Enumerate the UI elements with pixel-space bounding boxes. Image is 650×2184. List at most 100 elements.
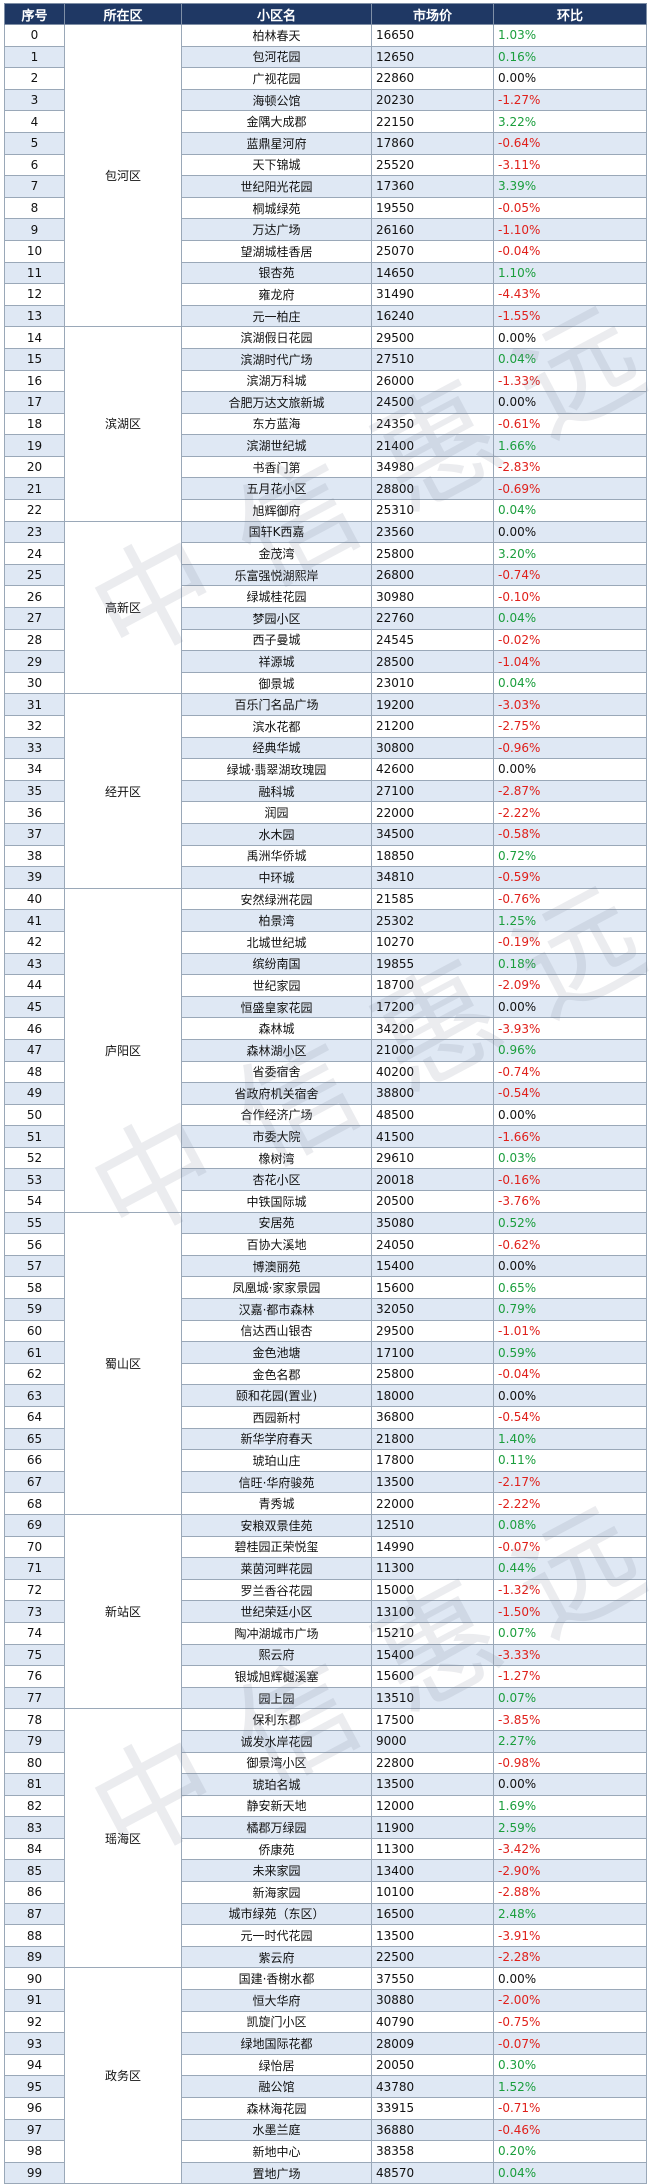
market-price: 37550 — [371, 1967, 494, 1991]
community-name: 滨水花都 — [181, 715, 372, 738]
table-body: 0 包河区 柏林春天 16650 1.03% 1 包河花园 12650 0.16% 2 广视花园 22… — [4, 23, 647, 2184]
market-price: 43780 — [371, 2075, 494, 2098]
table-row: 65 新华学府春天 21800 1.40% — [4, 1427, 647, 1451]
community-name: 海顿公馆 — [181, 88, 372, 112]
mom-change: 1.25% — [493, 909, 647, 932]
table-row: 75 熙云府 15400 -3.33% — [4, 1643, 647, 1667]
community-name: 柏林春天 — [181, 24, 372, 47]
market-price: 40790 — [371, 2010, 494, 2034]
mom-change: 0.04% — [493, 347, 647, 371]
table-row: 35 融科城 27100 -2.87% — [4, 779, 647, 803]
table-row: 45 恒盛皇家花园 17200 0.00% — [4, 995, 647, 1019]
table-row: 29 祥源城 28500 -1.04% — [4, 650, 647, 673]
table-row: 93 绿地国际花都 28009 -0.07% — [4, 2032, 647, 2055]
mom-change: 0.04% — [493, 499, 647, 522]
market-price: 35080 — [371, 1211, 494, 1235]
mom-change: 1.69% — [493, 1794, 647, 1818]
community-name: 元一柏庄 — [181, 304, 372, 328]
row-index: 56 — [4, 1233, 65, 1256]
community-name: 经典华城 — [181, 736, 372, 760]
market-price: 9000 — [371, 1729, 494, 1753]
table-row: 9 万达广场 26160 -1.10% — [4, 218, 647, 241]
market-price: 34500 — [371, 822, 494, 846]
market-price: 28009 — [371, 2032, 494, 2055]
market-price: 15400 — [371, 1254, 494, 1278]
community-name: 琥珀名城 — [181, 1773, 372, 1796]
row-index: 22 — [4, 499, 65, 522]
community-name: 侨康苑 — [181, 1837, 372, 1861]
header-district: 所在区 — [64, 3, 182, 25]
community-name: 恒大华府 — [181, 1989, 372, 2012]
table-row: 90 政务区 国建·香榭水都 37550 0.00% — [4, 1967, 647, 2184]
row-index: 48 — [4, 1060, 65, 1084]
mom-change: 0.44% — [493, 1557, 647, 1580]
market-price: 11900 — [371, 1816, 494, 1839]
community-name: 禹洲华侨城 — [181, 844, 372, 868]
community-name: 蓝鼎星河府 — [181, 131, 372, 155]
mom-change: 0.07% — [493, 1686, 647, 1710]
community-name: 碧桂园正荣悦玺 — [181, 1535, 372, 1559]
market-price: 42600 — [371, 758, 494, 781]
mom-change: -0.61% — [493, 412, 647, 436]
market-price: 16650 — [371, 24, 494, 47]
community-name: 新地中心 — [181, 2140, 372, 2163]
community-name: 橘郡万绿园 — [181, 1816, 372, 1839]
market-price: 17800 — [371, 1449, 494, 1472]
table-row: 40 庐阳区 安然绿洲花园 21585 -0.76% — [4, 887, 647, 1213]
mom-change: 0.08% — [493, 1513, 647, 1537]
mom-change: -0.16% — [493, 1168, 647, 1192]
community-name: 北城世纪城 — [181, 930, 372, 954]
district-cell: 经开区 — [64, 693, 182, 889]
table-row: 89 紫云府 22500 -2.28% — [4, 1945, 647, 1969]
district-cell: 滨湖区 — [64, 326, 182, 522]
table-row: 60 信达西山银杏 29500 -1.01% — [4, 1319, 647, 1343]
row-index: 32 — [4, 715, 65, 738]
mom-change: -2.22% — [493, 801, 647, 824]
community-name: 国轩K西嘉 — [181, 520, 372, 544]
mom-change: -3.42% — [493, 1837, 647, 1861]
table-row: 23 高新区 国轩K西嘉 23560 0.00% — [4, 520, 647, 695]
table-row: 27 梦园小区 22760 0.04% — [4, 607, 647, 630]
community-name: 御景城 — [181, 671, 372, 695]
mom-change: -0.07% — [493, 1535, 647, 1559]
mom-change: 3.22% — [493, 110, 647, 133]
mom-change: -0.02% — [493, 628, 647, 652]
mom-change: -2.17% — [493, 1470, 647, 1494]
mom-change: -0.46% — [493, 2118, 647, 2142]
mom-change: -1.27% — [493, 1665, 647, 1688]
mom-change: 0.07% — [493, 1621, 647, 1645]
community-name: 森林海花园 — [181, 2097, 372, 2120]
row-index: 50 — [4, 1103, 65, 1127]
table-row: 85 未来家园 13400 -2.90% — [4, 1859, 647, 1883]
table-row: 49 省政府机关宿舍 38800 -0.54% — [4, 1082, 647, 1105]
community-name: 金隅大成郡 — [181, 110, 372, 133]
mom-change: -4.43% — [493, 283, 647, 306]
table-row: 38 禹洲华侨城 18850 0.72% — [4, 844, 647, 868]
row-index: 34 — [4, 758, 65, 781]
community-name: 祥源城 — [181, 650, 372, 673]
market-price: 26800 — [371, 563, 494, 587]
mom-change: 3.39% — [493, 175, 647, 198]
row-index: 39 — [4, 866, 65, 889]
mom-change: -0.71% — [493, 2097, 647, 2120]
market-price: 22000 — [371, 1492, 494, 1515]
mom-change: 0.30% — [493, 2053, 647, 2077]
table-row: 94 绿怡居 20050 0.30% — [4, 2053, 647, 2077]
mom-change: -2.87% — [493, 779, 647, 803]
table-row: 52 橡树湾 29610 0.03% — [4, 1146, 647, 1170]
mom-change: -3.03% — [493, 693, 647, 716]
community-name: 绿地国际花都 — [181, 2032, 372, 2055]
community-name: 绿怡居 — [181, 2053, 372, 2077]
table-row: 41 柏景湾 25302 1.25% — [4, 909, 647, 932]
table-row: 70 碧桂园正荣悦玺 14990 -0.07% — [4, 1535, 647, 1559]
market-price: 23560 — [371, 520, 494, 544]
mom-change: 0.00% — [493, 67, 647, 90]
table-row: 43 缤纷南国 19855 0.18% — [4, 952, 647, 976]
table-row: 12 雍龙府 31490 -4.43% — [4, 283, 647, 306]
row-index: 64 — [4, 1406, 65, 1429]
row-index: 29 — [4, 650, 65, 673]
header-community: 小区名 — [181, 3, 372, 25]
community-name: 国建·香榭水都 — [181, 1967, 372, 1991]
table-row: 26 绿城桂花园 30980 -0.10% — [4, 585, 647, 609]
community-name: 五月花小区 — [181, 477, 372, 501]
